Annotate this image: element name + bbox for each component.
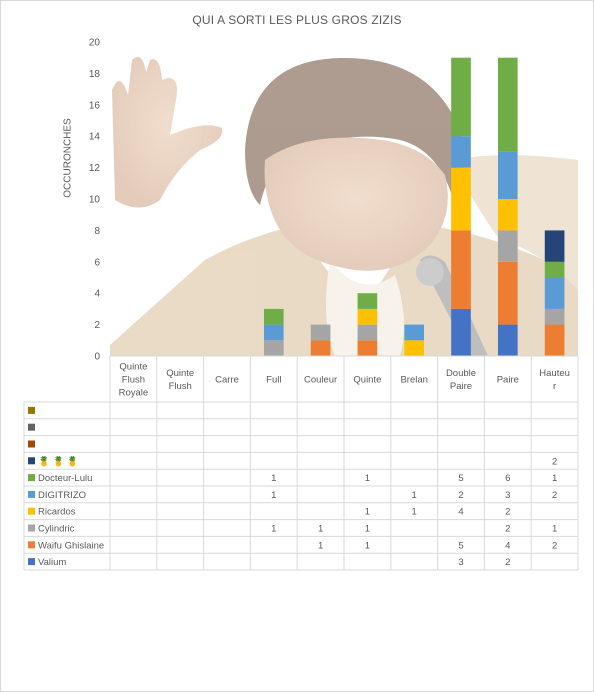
bar-segment [451, 230, 471, 309]
y-tick-label: 8 [94, 226, 100, 237]
legend-key [28, 558, 35, 566]
x-category-label: Brelan [400, 375, 427, 386]
y-tick-label: 20 [89, 38, 101, 49]
data-label: 1 [318, 540, 323, 551]
y-tick-label: 16 [89, 100, 101, 111]
x-category-label: Carre [215, 375, 239, 386]
bar-segment [404, 324, 425, 341]
x-category-label: Paire [450, 381, 472, 392]
legend-label: Docteur-Lulu [38, 473, 92, 484]
x-category-label: Quinte [353, 375, 381, 386]
x-category-label: Quinte [119, 362, 147, 373]
data-label: 2 [552, 456, 557, 467]
data-label: 5 [458, 473, 463, 484]
bar-segment [357, 293, 378, 309]
data-label: 1 [271, 490, 276, 501]
data-label: 1 [365, 524, 370, 535]
x-category-label: Paire [497, 375, 519, 386]
x-category-label: Double [446, 368, 476, 379]
data-label: 1 [552, 524, 557, 535]
bar-segment [263, 340, 284, 356]
y-tick-label: 12 [89, 163, 101, 174]
bar-segment [497, 151, 518, 199]
legend-key [28, 490, 35, 498]
bar-segment [451, 57, 471, 137]
data-label: 1 [271, 524, 276, 535]
bar-segment [497, 199, 518, 231]
bar-segment [497, 230, 518, 262]
bar-segment [357, 324, 378, 341]
legend-key [28, 440, 35, 448]
bar-segment [497, 57, 518, 152]
bar-segment [497, 261, 518, 325]
legend-label: Valium [38, 557, 66, 568]
legend-label: Ricardos [38, 507, 76, 518]
y-tick-label: 14 [89, 132, 101, 143]
bar-segment [263, 324, 284, 341]
legend-key [28, 423, 35, 431]
legend-label: Waifu Ghislaine [38, 540, 104, 551]
legend-key [28, 524, 35, 532]
bar-segment [310, 340, 331, 356]
data-label: 2 [552, 490, 557, 501]
legend-key [28, 507, 35, 515]
bar-segment [451, 136, 471, 168]
data-label: 2 [505, 524, 510, 535]
x-category-label: Full [266, 375, 281, 386]
x-category-label: Hauteu [539, 368, 570, 379]
data-label: 1 [365, 473, 370, 484]
bar-segment [497, 324, 518, 356]
bar-segment [451, 308, 471, 356]
legend-label: 🍍 🍍 🍍 [38, 455, 79, 467]
data-label: 1 [365, 507, 370, 518]
data-label: 1 [412, 490, 417, 501]
data-label: 2 [505, 557, 510, 568]
data-label: 2 [552, 540, 557, 551]
data-label: 1 [271, 473, 276, 484]
bar-segment [451, 167, 471, 231]
legend-key [28, 406, 35, 414]
chart-title: QUI A SORTI LES PLUS GROS ZIZIS [192, 13, 402, 27]
data-label: 4 [458, 507, 463, 518]
bar-segment [263, 308, 284, 325]
x-category-label: Flush [169, 381, 192, 392]
data-label: 1 [412, 507, 417, 518]
data-label: 6 [505, 473, 510, 484]
bar-segment [544, 308, 565, 325]
bar-segment [544, 261, 565, 278]
data-label: 4 [505, 540, 510, 551]
data-label: 5 [458, 540, 463, 551]
y-tick-label: 18 [89, 69, 101, 80]
y-tick-label: 0 [94, 352, 100, 363]
data-label: 1 [318, 524, 323, 535]
bar-segment [404, 340, 425, 356]
bar-segment [357, 308, 378, 325]
data-label: 1 [365, 540, 370, 551]
bar-segment [310, 324, 331, 341]
x-category-label: Flush [122, 375, 145, 386]
legend-key [28, 474, 35, 482]
legend-label: DIGITRIZO [38, 490, 86, 501]
x-category-label: Royale [119, 388, 149, 399]
y-tick-label: 6 [94, 257, 100, 268]
data-label: 3 [458, 557, 463, 568]
legend-key [28, 541, 35, 549]
bar-segment [544, 324, 565, 356]
legend-label: Cylindric [38, 524, 75, 535]
bar-segment [357, 340, 378, 356]
y-tick-label: 10 [89, 195, 101, 206]
data-label: 2 [458, 490, 463, 501]
y-tick-label: 4 [94, 289, 100, 300]
legend-key [28, 457, 35, 465]
x-category-label: Quinte [166, 368, 194, 379]
data-label: 1 [552, 473, 557, 484]
bar-segment [544, 277, 565, 309]
x-category-label: Couleur [304, 375, 337, 386]
bar-segment [544, 230, 565, 262]
data-label: 2 [505, 507, 510, 518]
data-label: 3 [505, 490, 510, 501]
y-tick-label: 2 [94, 320, 100, 331]
x-category-label: r [553, 381, 556, 392]
